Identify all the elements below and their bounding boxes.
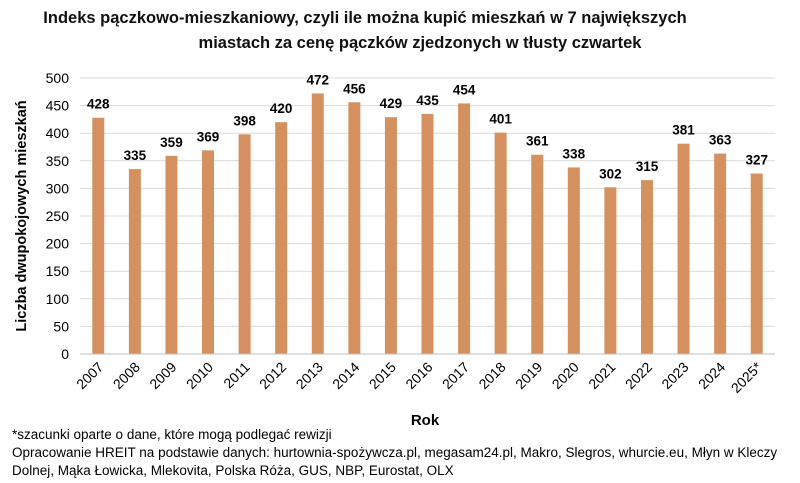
- data-label: 361: [526, 134, 549, 149]
- data-label: 363: [709, 133, 732, 148]
- bar-2021: [604, 187, 617, 354]
- bar-2009: [165, 155, 178, 354]
- bar-2020: [567, 167, 580, 354]
- footnotes: *szacunki oparte o dane, które mogą podl…: [12, 426, 792, 480]
- y-tick-label: 250: [46, 208, 70, 224]
- data-label: 429: [380, 96, 403, 111]
- bar-2015: [384, 117, 397, 354]
- x-tick-label: 2018: [475, 359, 508, 392]
- data-label: 302: [599, 166, 622, 181]
- y-tick-label: 450: [46, 98, 70, 114]
- x-tick-label: 2008: [110, 359, 143, 392]
- data-label: 381: [672, 123, 695, 138]
- bar-2022: [640, 180, 653, 354]
- estimate-note: *szacunki oparte o dane, które mogą podl…: [12, 427, 332, 442]
- x-tick-label: 2009: [146, 359, 179, 392]
- x-tick-label: 2019: [512, 359, 545, 392]
- y-axis-title: Liczba dwupokojowych mieszkań: [14, 100, 30, 331]
- bar-2012: [275, 122, 288, 354]
- bar-2008: [128, 169, 141, 354]
- y-tick-label: 150: [46, 263, 70, 279]
- x-tick-label: 2020: [549, 359, 582, 392]
- x-tick-label: 2015: [366, 359, 399, 392]
- data-label: 401: [489, 112, 512, 127]
- bar-2023: [677, 143, 690, 354]
- bar-2016: [421, 113, 434, 354]
- bar-2025: [750, 173, 763, 354]
- x-axis-ticks: 2007 2008 2009 2010 2011 2012 2013 2014 2015 2016…: [73, 358, 765, 396]
- chart-title-line-2: miastach za cenę pączków zjedzonych w tł…: [198, 34, 642, 52]
- data-label: 335: [124, 148, 147, 163]
- bar-2018: [494, 132, 507, 354]
- y-axis-ticks: 0 50 100 150 200 250 300 350 400 450 500: [46, 70, 70, 362]
- bar-2013: [311, 93, 324, 355]
- x-tick-label: 2010: [183, 359, 216, 392]
- data-label: 472: [306, 72, 329, 87]
- y-tick-label: 50: [53, 318, 69, 334]
- x-tick-label: 2014: [329, 359, 362, 392]
- x-axis-title: Rok: [411, 412, 440, 429]
- x-tick-label: 2016: [402, 359, 435, 392]
- data-label: 338: [563, 146, 586, 161]
- bar-2010: [202, 150, 215, 354]
- bar-2007: [92, 117, 105, 354]
- data-label: 454: [453, 82, 476, 97]
- data-label: 456: [343, 81, 366, 96]
- data-label: 359: [160, 135, 183, 150]
- data-label: 398: [233, 113, 256, 128]
- x-tick-label: 2017: [439, 359, 472, 392]
- y-tick-label: 400: [46, 125, 70, 141]
- bar-2024: [714, 153, 727, 354]
- x-tick-label: 2023: [658, 359, 691, 392]
- bar-2017: [458, 103, 471, 354]
- bar-2011: [238, 134, 251, 354]
- y-tick-label: 350: [46, 153, 70, 169]
- y-tick-label: 200: [46, 236, 70, 252]
- y-tick-label: 100: [46, 291, 70, 307]
- bars: [92, 93, 763, 355]
- y-tick-label: 300: [46, 180, 70, 196]
- x-tick-label: 2025*: [728, 358, 766, 396]
- x-tick-label: 2021: [585, 359, 618, 392]
- x-tick-label: 2022: [622, 359, 655, 392]
- chart-title: Indeks pączkowo-mieszkaniowy, czyli ile …: [0, 6, 800, 56]
- data-label: 420: [270, 101, 293, 116]
- data-label: 435: [416, 93, 439, 108]
- chart-title-line-1: Indeks pączkowo-mieszkaniowy, czyli ile …: [43, 9, 687, 27]
- data-label: 428: [87, 97, 110, 112]
- x-tick-label: 2011: [220, 359, 253, 392]
- source-note: Opracowanie HREIT na podstawie danych: h…: [12, 445, 778, 478]
- y-tick-label: 0: [61, 346, 69, 362]
- x-tick-label: 2024: [695, 359, 728, 392]
- data-label: 369: [197, 129, 220, 144]
- bar-2019: [531, 154, 544, 354]
- x-tick-label: 2007: [73, 359, 106, 392]
- x-tick-label: 2013: [293, 359, 326, 392]
- data-label: 327: [745, 152, 768, 167]
- y-tick-label: 500: [46, 70, 70, 86]
- data-labels: 428 335 359 369 398 420 472 456 429 435 454 401 361 3…: [87, 72, 768, 181]
- x-tick-label: 2012: [256, 359, 289, 392]
- data-label: 315: [636, 159, 659, 174]
- bar-2014: [348, 102, 361, 355]
